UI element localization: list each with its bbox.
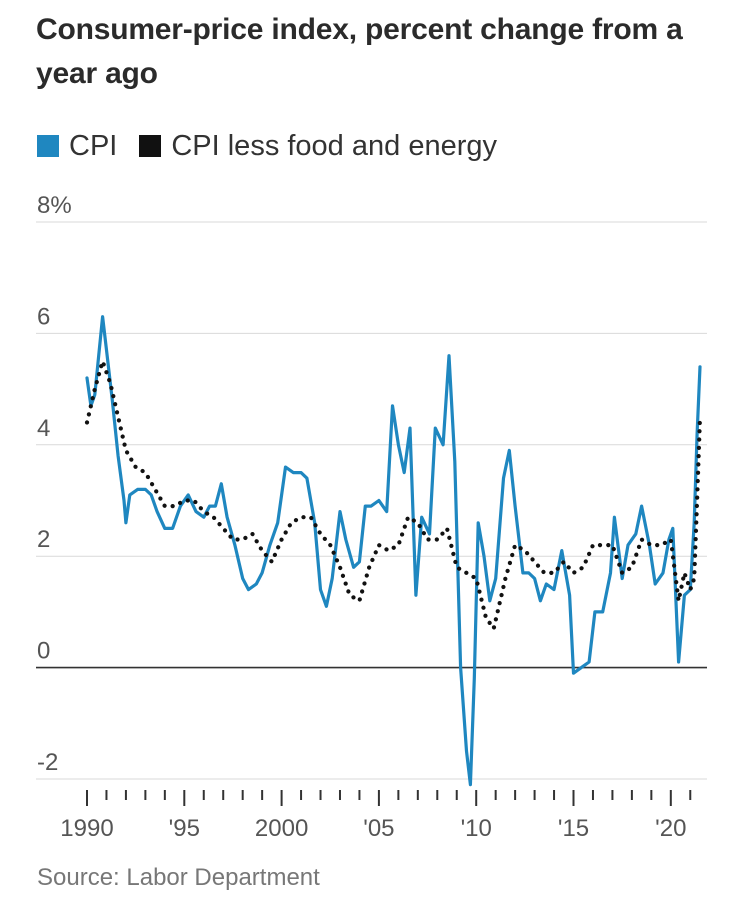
y-tick-label: 2	[37, 526, 50, 553]
y-tick-label: 0	[37, 638, 50, 665]
x-tick-label: '20	[655, 815, 686, 842]
x-tick-label: '15	[558, 815, 589, 842]
core-cpi-series-line	[84, 359, 703, 631]
legend-label-core-cpi: CPI less food and energy	[171, 129, 497, 162]
y-tick-label: -2	[37, 749, 58, 776]
legend-item-cpi: CPI	[37, 130, 117, 163]
x-tick-label: '95	[169, 815, 200, 842]
x-axis: 1990 '95 2000 '05 '10 '15 '20	[60, 790, 692, 842]
x-tick-label: '10	[461, 815, 492, 842]
x-tick-label: 2000	[255, 815, 308, 842]
legend-item-core-cpi: CPI less food and energy	[139, 130, 497, 163]
x-tick-label: 1990	[60, 815, 113, 842]
x-tick-label: '05	[363, 815, 394, 842]
grid-layer: 8% 6 4 2 0 -2	[36, 192, 707, 780]
line-chart: 8% 6 4 2 0 -2 1990 '95 2000 '05 '10 '15 '20	[36, 192, 707, 842]
cpi-series-line	[85, 315, 702, 787]
legend-swatch-core-cpi	[139, 135, 162, 157]
chart-title: Consumer-price index, percent change fro…	[36, 13, 683, 90]
source-note: Source: Labor Department	[37, 864, 320, 891]
series-layer	[84, 315, 703, 787]
y-tick-label: 6	[37, 303, 50, 330]
legend-swatch-cpi	[37, 135, 59, 157]
chart-legend: CPI CPI less food and energy	[37, 126, 519, 166]
legend-label-cpi: CPI	[69, 129, 118, 162]
y-tick-label: 8%	[37, 192, 72, 219]
y-tick-label: 4	[37, 415, 50, 442]
